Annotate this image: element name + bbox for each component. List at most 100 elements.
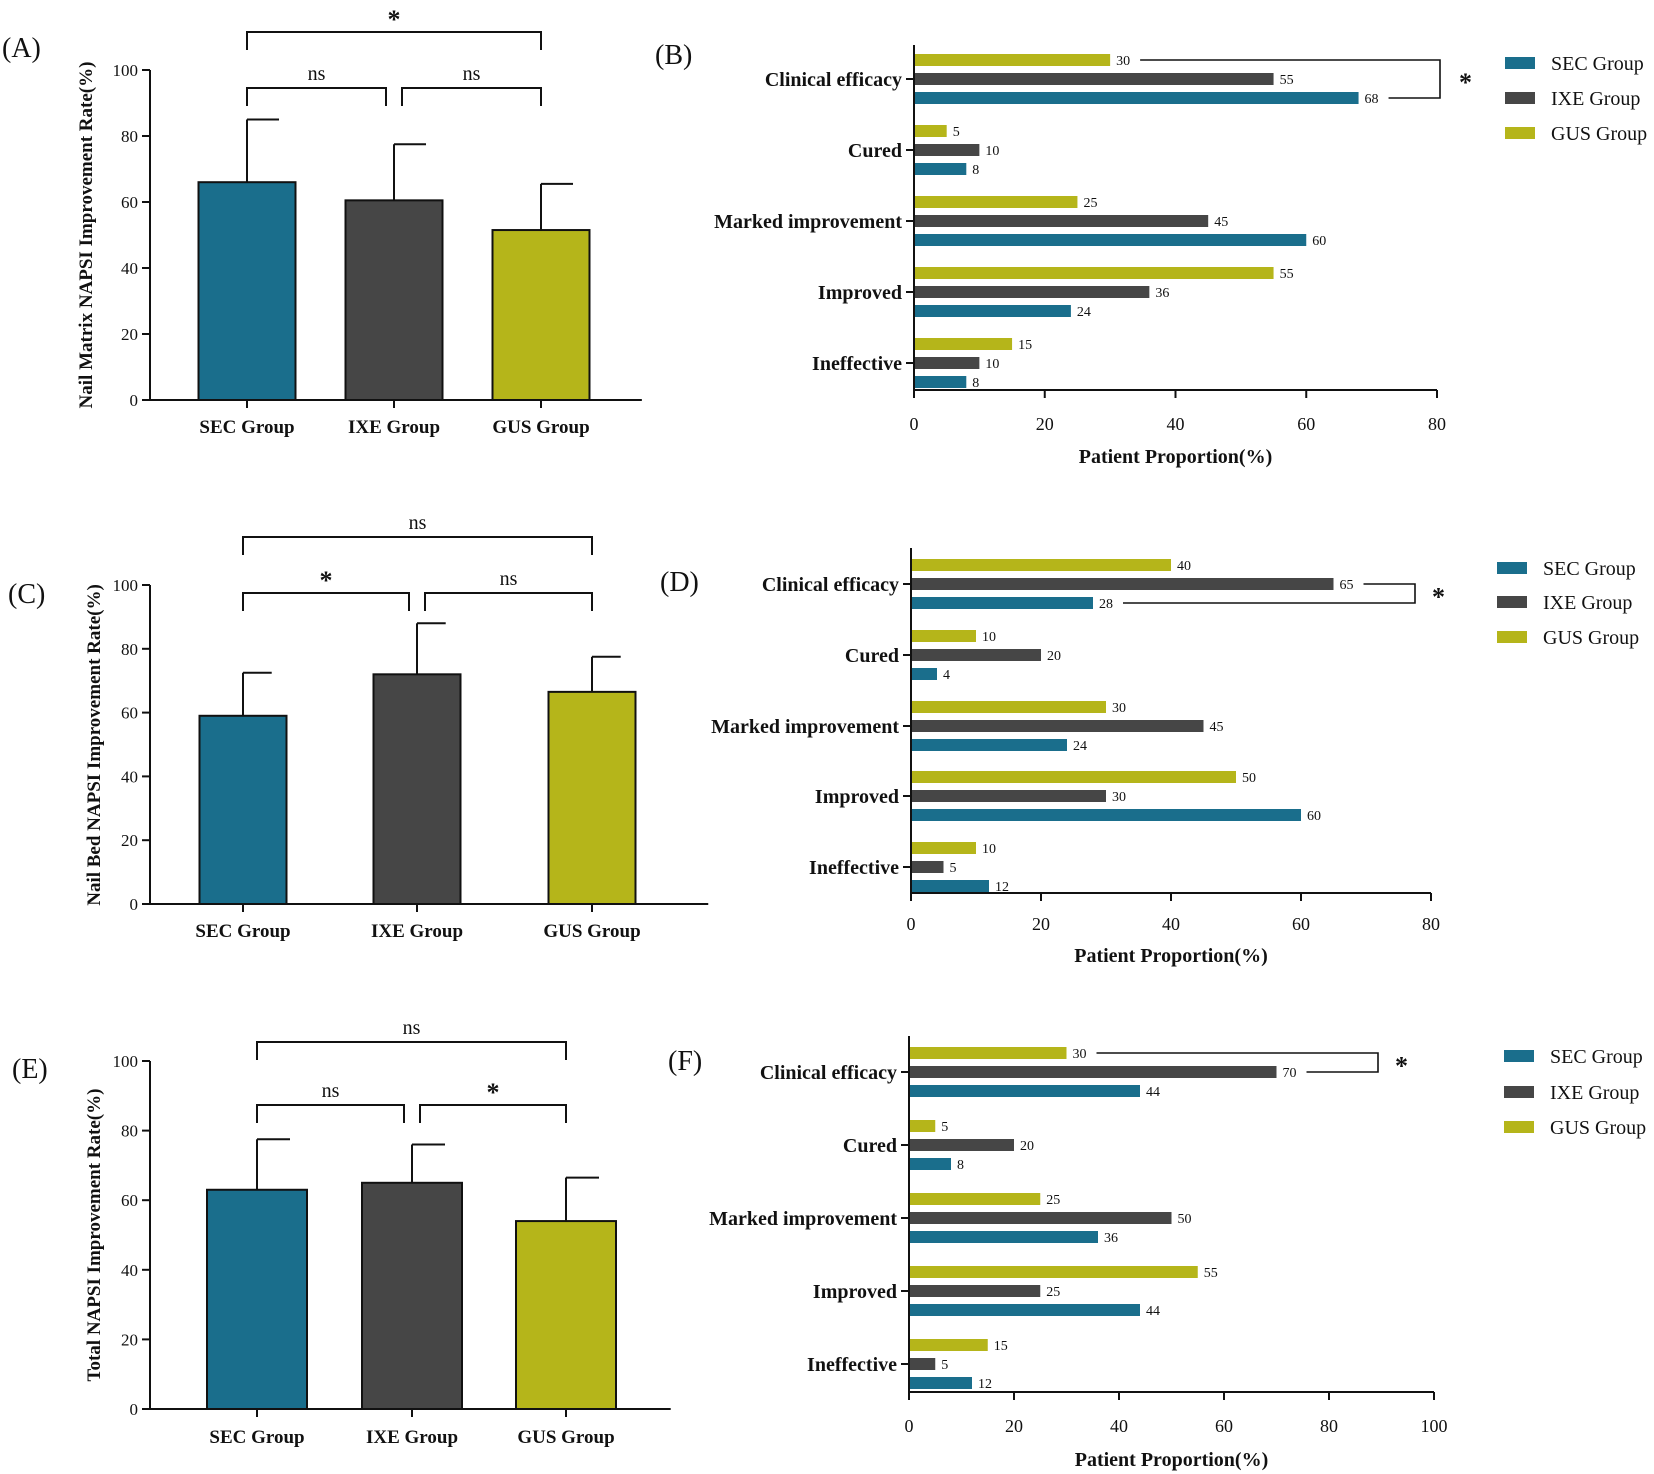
y-tick-label: 40 xyxy=(121,259,138,278)
bar-ixe-group xyxy=(344,199,444,401)
panel-label: (C) xyxy=(8,579,45,610)
bar-sec-group xyxy=(915,234,1307,246)
data-label: 20 xyxy=(1020,1139,1034,1154)
y-tick-label: 80 xyxy=(121,127,138,146)
bar-ixe-group xyxy=(915,73,1274,85)
data-label: 55 xyxy=(1280,267,1294,282)
bar-sec-group xyxy=(912,880,989,892)
data-label: 40 xyxy=(1177,559,1191,574)
bar-gus-group xyxy=(912,771,1236,783)
data-label: 10 xyxy=(982,630,996,645)
y-category-label: Marked improvement xyxy=(714,211,902,233)
bar-sec-group xyxy=(915,163,967,175)
significance-bracket xyxy=(1123,583,1416,604)
significance-label: ns xyxy=(322,1080,340,1102)
bar-ixe-group xyxy=(915,215,1209,227)
x-axis-label: Patient Proportion(%) xyxy=(1074,945,1268,967)
bar-sec-group xyxy=(206,1188,308,1411)
x-tick-label: 0 xyxy=(910,414,919,434)
bar-sec-group xyxy=(912,597,1093,609)
bar-ixe-group xyxy=(910,1139,1014,1151)
bar-gus-group xyxy=(910,1120,936,1132)
x-tick-label: 40 xyxy=(1110,1416,1128,1436)
bar-gus-group xyxy=(915,54,1111,66)
y-tick-label: 60 xyxy=(121,1191,138,1210)
data-label: 30 xyxy=(1073,1047,1087,1062)
bar-ixe-group xyxy=(912,790,1106,802)
bar-sec-group xyxy=(197,181,297,401)
y-category-label: Improved xyxy=(815,786,899,808)
significance-bracket xyxy=(242,592,410,611)
bar-gus-group xyxy=(515,1220,617,1410)
significance-label: ns xyxy=(403,1017,421,1039)
y-tick-label: 40 xyxy=(121,1261,138,1280)
significance-bracket xyxy=(246,31,542,50)
data-label: 10 xyxy=(985,357,999,372)
x-category-label: SEC Group xyxy=(209,1427,304,1448)
x-tick-label: 40 xyxy=(1162,914,1180,934)
data-label: 20 xyxy=(1047,649,1061,664)
legend-label: SEC Group xyxy=(1550,1046,1643,1068)
data-label: 25 xyxy=(1046,1285,1060,1300)
significance-label: * xyxy=(388,5,401,34)
y-axis-label: Nail Matrix NAPSI Improvement Rate(%) xyxy=(76,62,97,409)
significance-label: ns xyxy=(308,63,326,85)
bar-sec-group xyxy=(915,376,967,388)
data-label: 5 xyxy=(941,1358,948,1373)
x-tick-label: 20 xyxy=(1032,914,1050,934)
significance-label: ns xyxy=(409,512,427,534)
bar-ixe-group xyxy=(910,1358,936,1370)
y-category-label: Ineffective xyxy=(807,1354,897,1376)
data-label: 60 xyxy=(1312,234,1326,249)
bar-ixe-group xyxy=(912,861,944,873)
x-category-label: SEC Group xyxy=(195,921,290,942)
bar-gus-group xyxy=(491,229,591,401)
data-label: 55 xyxy=(1280,73,1294,88)
legend-swatch xyxy=(1497,562,1527,574)
significance-bracket xyxy=(424,592,593,611)
bar-ixe-group xyxy=(915,357,980,369)
data-label: 8 xyxy=(972,163,979,178)
y-tick-label: 60 xyxy=(121,193,138,212)
bar-sec-group xyxy=(912,739,1067,751)
data-label: 8 xyxy=(972,376,979,391)
y-category-label: Clinical efficacy xyxy=(765,69,902,91)
x-category-label: GUS Group xyxy=(517,1427,614,1448)
y-category-label: Clinical efficacy xyxy=(760,1062,897,1084)
legend-label: SEC Group xyxy=(1551,53,1644,75)
bar-ixe-group xyxy=(915,286,1150,298)
y-axis-label: Total NAPSI Improvement Rate(%) xyxy=(84,1089,105,1382)
bar-ixe-group xyxy=(910,1285,1041,1297)
bar-gus-group xyxy=(915,125,947,137)
bar-sec-group xyxy=(912,668,937,680)
x-axis-label: Patient Proportion(%) xyxy=(1079,446,1273,468)
panel-label: (F) xyxy=(668,1046,702,1077)
bar-ixe-group xyxy=(912,578,1334,590)
legend-swatch xyxy=(1497,631,1527,643)
bar-sec-group xyxy=(910,1158,951,1170)
legend-swatch xyxy=(1504,1050,1534,1062)
x-tick-label: 60 xyxy=(1215,1416,1233,1436)
bar-sec-group xyxy=(910,1085,1140,1097)
y-tick-label: 0 xyxy=(130,1400,139,1419)
legend-swatch xyxy=(1504,1121,1534,1133)
panel-a-bar-chart: (A) 0 20 40 60 80 100 Nail Matrix NAPSI Improve… xyxy=(2,5,642,438)
y-tick-label: 20 xyxy=(121,1330,138,1349)
significance-bracket xyxy=(256,1104,405,1123)
x-tick-label: 60 xyxy=(1292,914,1310,934)
significance-bracket xyxy=(401,87,542,106)
data-label: 24 xyxy=(1077,305,1091,320)
data-label: 28 xyxy=(1099,597,1113,612)
x-tick-label: 20 xyxy=(1005,1416,1023,1436)
panel-f-hbar-chart: (F) 0 20 40 60 80 100 Patient Proportion(%) Clin… xyxy=(668,1036,1646,1471)
y-category-label: Cured xyxy=(845,645,899,667)
data-label: 30 xyxy=(1116,54,1130,69)
bar-gus-group xyxy=(910,1266,1198,1278)
data-label: 25 xyxy=(1083,196,1097,211)
legend-swatch xyxy=(1504,1086,1534,1098)
legend-swatch xyxy=(1505,127,1535,139)
bar-gus-group xyxy=(912,559,1171,571)
significance-bracket xyxy=(246,87,387,106)
significance-bracket xyxy=(242,536,593,555)
x-category-label: GUS Group xyxy=(543,921,640,942)
